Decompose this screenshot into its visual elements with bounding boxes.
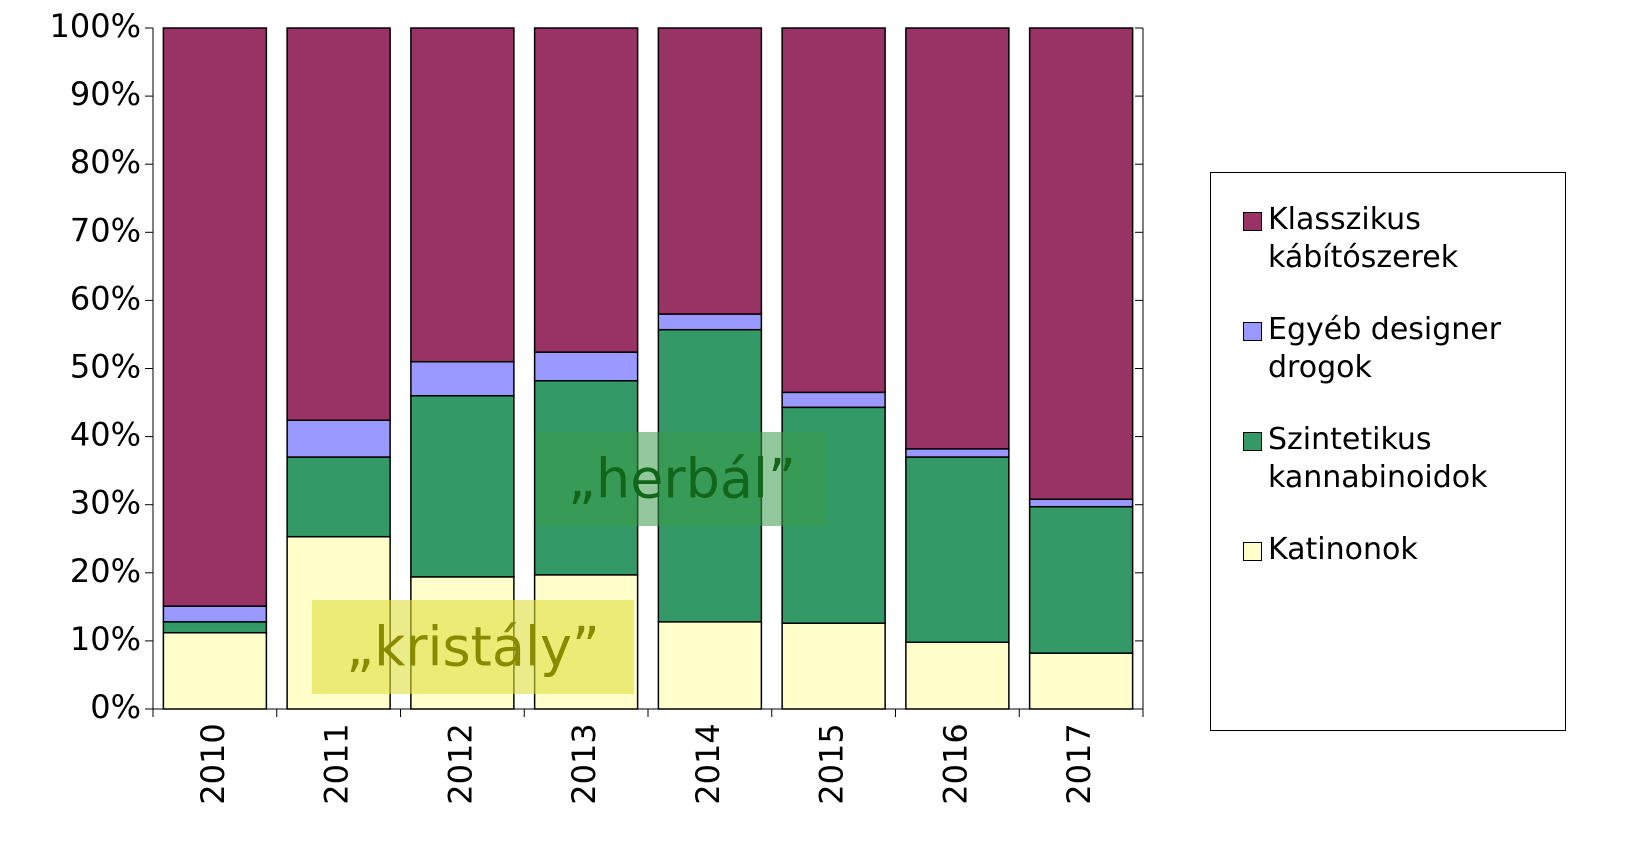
y-tick-label: 30% (70, 484, 141, 522)
bar-segment (905, 27, 1010, 450)
bar-segment (905, 456, 1010, 644)
y-tick-label: 100% (50, 7, 141, 45)
annotation: „kristály” (346, 616, 600, 679)
bar-segment (410, 360, 515, 397)
x-tick-label: 2015 (813, 723, 851, 804)
legend-item: Egyéb designer drogok (1243, 311, 1557, 387)
legend-item: Szintetikus kannabinoidok (1243, 421, 1557, 497)
x-tick-label: 2010 (194, 723, 232, 804)
legend-item: Katinonok (1243, 531, 1557, 569)
bar-segment (410, 394, 515, 578)
y-tick-label: 70% (70, 211, 141, 249)
bar-segment (286, 27, 391, 422)
bar-segment (657, 621, 763, 710)
legend-swatch (1243, 432, 1262, 451)
x-tick-label: 2017 (1060, 723, 1098, 804)
x-tick-label: 2012 (441, 723, 479, 804)
x-tick-label: 2013 (565, 723, 603, 804)
bar-segment (162, 605, 268, 623)
x-tick-label: 2016 (936, 723, 974, 804)
annotation-box (312, 600, 634, 694)
bar-segment (533, 27, 639, 353)
bar-segment (905, 641, 1010, 710)
annotation-box (537, 432, 827, 526)
legend-swatch (1243, 322, 1262, 341)
y-tick-label: 10% (70, 620, 141, 658)
legend-item: Klasszikus kábítószerek (1243, 201, 1557, 277)
x-tick-label: 2011 (318, 723, 356, 804)
bar-segment (162, 631, 268, 710)
bar-segment (781, 391, 886, 409)
bar-segment (1028, 505, 1134, 654)
bar-segment (781, 27, 886, 394)
bar-segment (1028, 27, 1134, 501)
bar-segment (410, 27, 515, 363)
bar-segment (657, 313, 763, 331)
y-tick-label: 60% (70, 279, 141, 317)
y-tick-label: 20% (70, 552, 141, 590)
legend-label: Klasszikus kábítószerek (1268, 202, 1459, 275)
bar-segment (905, 448, 1010, 458)
y-tick-label: 90% (70, 75, 141, 113)
y-tick-label: 40% (70, 416, 141, 454)
bar-segment (286, 456, 391, 538)
legend-label: Egyéb designer drogok (1268, 312, 1502, 385)
bar-segment (781, 622, 886, 710)
y-tick-label: 80% (70, 143, 141, 181)
bar-segment (1028, 652, 1134, 710)
bar-segment (162, 27, 268, 607)
annotation: „herbál” (568, 448, 796, 511)
x-tick-label: 2014 (689, 723, 727, 804)
y-tick-label: 50% (70, 348, 141, 386)
y-tick-label: 0% (90, 688, 141, 726)
legend-swatch (1243, 542, 1262, 561)
bar-segment (533, 351, 639, 382)
bar-segment (286, 419, 391, 458)
legend-label: Szintetikus kannabinoidok (1268, 422, 1488, 495)
bar-segment (1028, 498, 1134, 508)
legend: Klasszikus kábítószerek Egyéb designer dr… (1210, 172, 1566, 731)
legend-swatch (1243, 212, 1262, 231)
bar-segment (657, 27, 763, 315)
legend-label: Katinonok (1268, 532, 1418, 567)
bar-segment (162, 621, 268, 634)
